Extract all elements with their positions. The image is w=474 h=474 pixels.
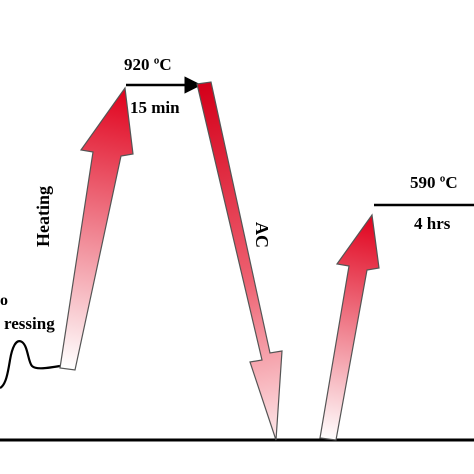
cooling-label: AC [252,222,272,248]
second-hold-time-label: 4 hrs [414,214,451,233]
second-temperature-label: 590 ºC [410,173,458,192]
pressing-label: ressing [4,314,55,333]
heating-label: Heating [33,186,53,247]
pressing-label-partial: o [0,292,8,309]
second-heating-arrow [319,213,380,441]
peak-hold-time-label: 15 min [130,98,180,117]
heating-arrow [59,86,134,371]
cooling-arrow [196,81,283,441]
pressing-curve [0,340,61,389]
peak-temperature-label: 920 ºC [124,55,172,74]
